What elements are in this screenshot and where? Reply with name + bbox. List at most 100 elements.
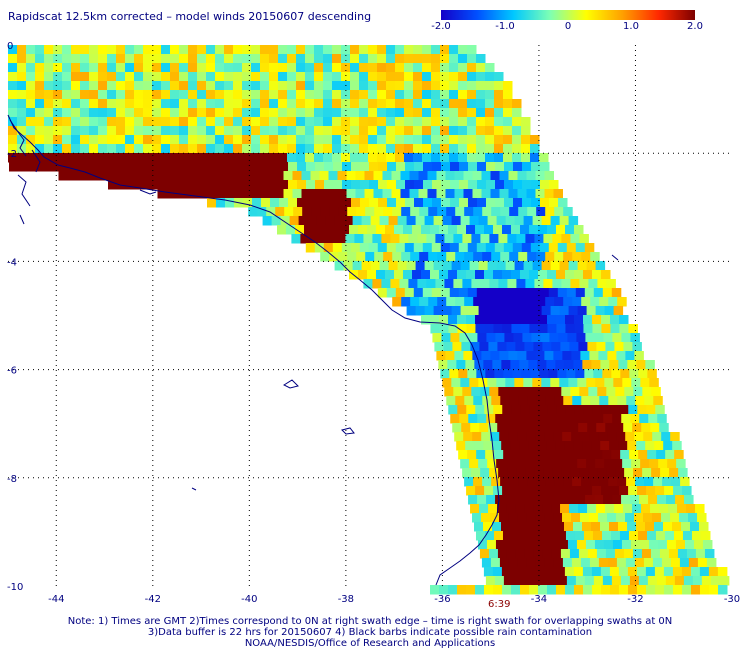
wind-difference-cell [401,297,411,307]
wind-difference-cell [98,117,108,127]
wind-difference-cell [608,396,618,406]
wind-difference-cell [525,387,535,397]
wind-difference-cell [512,243,523,253]
wind-difference-cell [569,504,579,514]
wind-difference-cell [422,99,432,109]
wind-difference-cell [287,81,297,91]
wind-difference-cell [298,216,309,226]
wind-difference-cell [215,153,225,163]
wind-difference-cell [574,324,584,334]
wind-difference-cell [152,81,162,91]
wind-difference-cell [108,162,118,172]
wind-difference-cell [143,81,153,91]
wind-difference-cell [98,72,108,82]
wind-difference-cell [581,396,591,406]
wind-difference-cell [472,171,482,181]
wind-difference-cell [463,351,473,361]
wind-difference-cell [577,306,588,316]
wind-difference-cell [386,99,396,109]
wind-difference-cell [646,405,656,415]
wind-difference-cell [404,45,414,55]
wind-difference-cell [457,405,467,415]
wind-difference-cell [521,450,531,460]
wind-difference-cell [609,360,619,370]
wind-difference-cell [98,81,108,91]
wind-difference-cell [468,333,478,343]
wind-difference-cell [700,531,711,541]
wind-difference-cell [310,171,320,181]
wind-difference-cell [197,54,207,64]
wind-difference-cell [614,549,625,559]
wind-difference-cells [8,45,730,595]
wind-difference-cell [566,576,577,586]
wind-difference-cell [468,198,478,208]
wind-difference-cell [523,261,534,271]
wind-difference-cell [590,396,600,406]
wind-difference-cell [566,288,577,298]
wind-difference-cell [448,225,458,235]
wind-difference-cell [544,432,554,442]
wind-difference-cell [572,396,582,406]
wind-difference-cell [435,234,445,244]
wind-difference-cell [527,396,537,406]
wind-difference-cell [36,162,46,172]
wind-difference-cell [682,585,692,595]
wind-difference-cell [188,72,198,82]
wind-difference-cell [562,558,573,568]
wind-difference-cell [594,540,605,550]
wind-difference-cell [664,486,674,496]
wind-difference-cell [513,162,523,172]
wind-difference-cell [211,189,221,199]
wind-difference-cell [612,414,622,424]
wind-difference-cell [650,549,661,559]
wind-difference-cell [297,180,307,190]
wind-difference-cell [503,153,513,163]
wind-difference-cell [458,135,468,145]
wind-difference-cell [351,162,361,172]
wind-difference-cell [449,90,459,100]
wind-difference-cell [569,342,579,352]
wind-difference-cell [449,63,459,73]
wind-difference-cell [98,126,108,136]
wind-difference-cell [485,369,495,379]
wind-difference-cell [458,108,468,118]
wind-difference-cell [314,54,324,64]
wind-difference-cell [162,180,172,190]
wind-difference-cell [153,162,163,172]
wind-difference-cell [611,369,621,379]
wind-difference-cell [658,459,668,469]
wind-difference-cell [521,576,532,586]
wind-difference-cell [125,54,135,64]
wind-difference-cell [513,495,523,505]
wind-difference-cell [601,585,611,595]
wind-difference-cell [338,252,348,262]
wind-difference-cell [35,72,45,82]
wind-difference-cell [482,252,492,262]
wind-difference-cell [287,135,297,145]
wind-difference-cell [474,441,484,451]
wind-difference-cell [117,162,127,172]
wind-difference-cell [613,459,623,469]
colorbar-tick-label: -1.0 [495,21,515,32]
wind-difference-cell [462,234,472,244]
wind-difference-cell [640,378,650,388]
latitude-tick-label: 0 [7,41,13,52]
wind-difference-cell [596,423,606,433]
wind-difference-cell [468,162,478,172]
wind-difference-cell [80,90,90,100]
wind-difference-cell [560,504,570,514]
wind-difference-cell [301,171,311,181]
wind-difference-cell [578,504,588,514]
wind-difference-cell [458,81,468,91]
wind-difference-cell [98,90,108,100]
wind-difference-cell [547,315,557,325]
wind-difference-cell [632,549,643,559]
wind-difference-cell [612,540,623,550]
wind-difference-cell [80,108,90,118]
wind-difference-cell [422,81,432,91]
wind-difference-cell [567,414,577,424]
wind-difference-cell [474,522,484,532]
wind-difference-cell [350,243,361,253]
wind-difference-cell [17,153,27,163]
wind-difference-cell [634,558,645,568]
